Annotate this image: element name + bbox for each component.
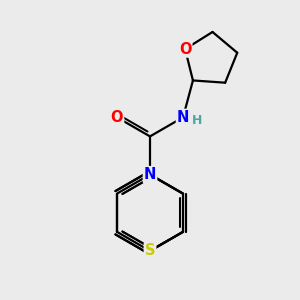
Text: N: N <box>144 167 156 182</box>
Text: O: O <box>111 110 123 125</box>
Text: S: S <box>145 243 155 258</box>
Text: N: N <box>177 110 189 125</box>
Text: H: H <box>192 114 203 127</box>
Text: O: O <box>179 42 191 57</box>
